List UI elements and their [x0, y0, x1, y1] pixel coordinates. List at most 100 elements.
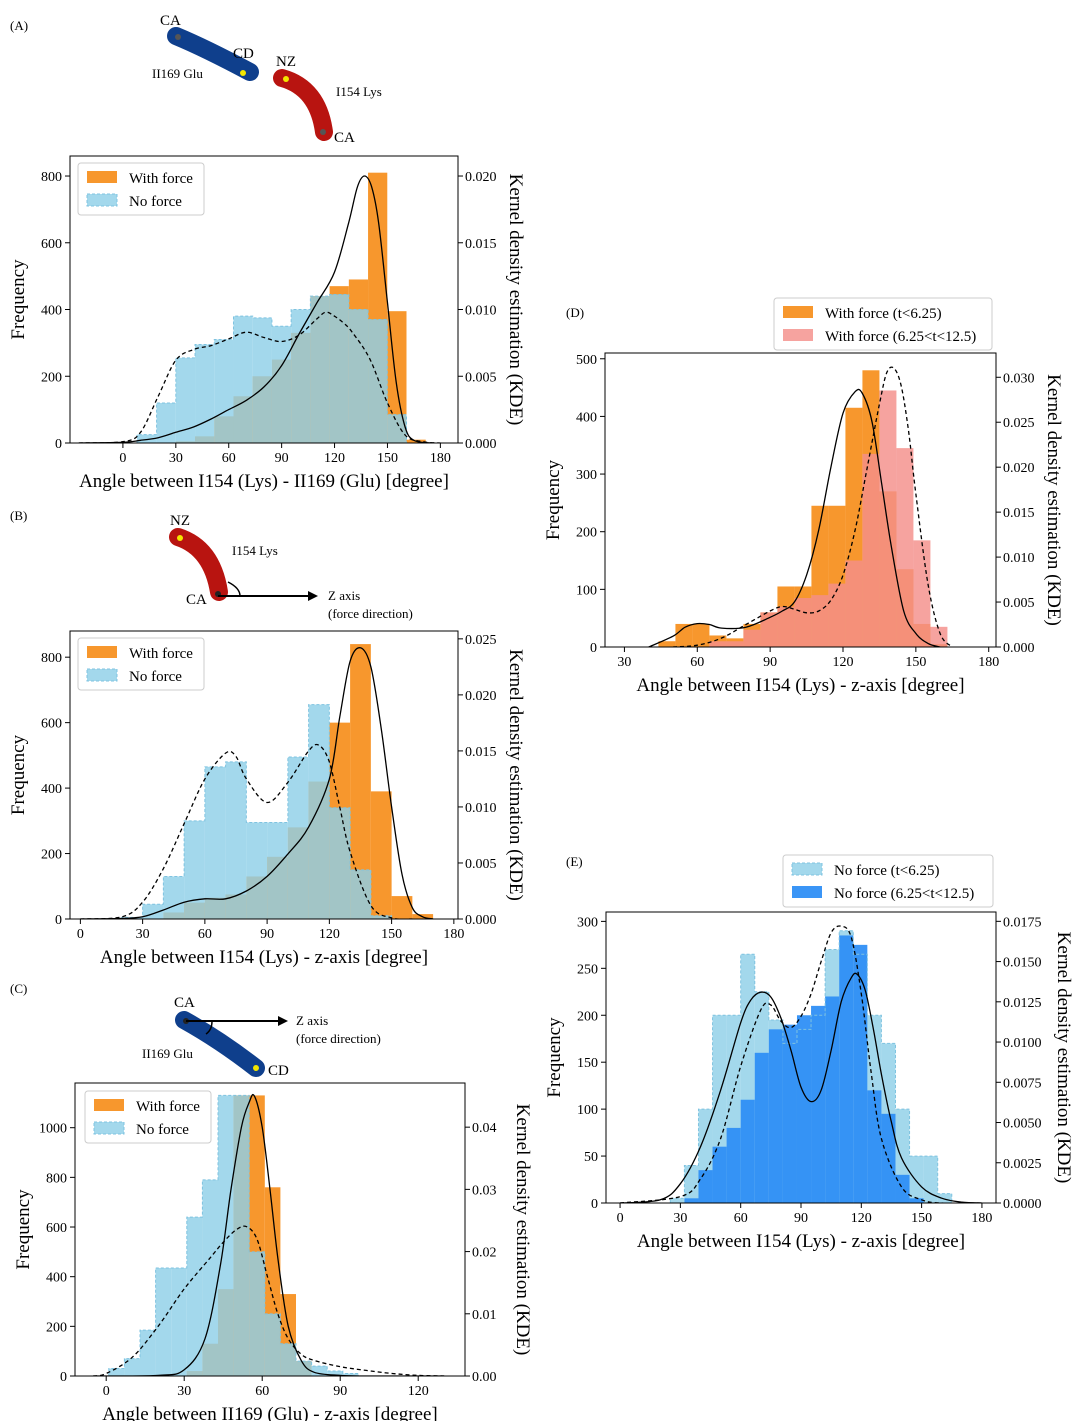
y2-tick-label: 0.005 — [465, 857, 497, 872]
y2-tick-label: 0.00 — [472, 1370, 497, 1385]
plot-area — [80, 644, 434, 919]
bar-no_force-11 — [348, 309, 369, 443]
bar-with_force_late-16 — [930, 626, 948, 647]
bar-no_force-2 — [175, 357, 196, 443]
axes-frame — [604, 352, 997, 648]
y2-tick-label: 0.010 — [1003, 551, 1035, 566]
label-lys-a: I154 Lys — [336, 84, 382, 99]
atom-nz-b — [177, 535, 183, 541]
y2-tick-label: 0.020 — [465, 170, 497, 185]
x-tick-label: 0 — [617, 1211, 624, 1226]
x-axis-label: Angle between II169 (Glu) - z-axis [degr… — [102, 1404, 438, 1421]
kde-line-0 — [620, 972, 982, 1203]
y-tick-label: 250 — [577, 962, 598, 977]
bar-no_force-5 — [225, 761, 247, 919]
y2-tick-label: 0.000 — [465, 913, 497, 928]
legend: With force No force — [77, 637, 205, 691]
molecule-a: CA CD II169 Glu NZ I154 Lys CA — [152, 13, 382, 146]
y-tick-label: 100 — [576, 583, 597, 598]
axes-frame — [74, 1082, 466, 1377]
bar-no_force-1 — [156, 402, 176, 443]
x-tick-label: 120 — [408, 1384, 429, 1399]
label-ca-c: CA — [174, 995, 195, 1011]
y-tick-label: 100 — [577, 1103, 598, 1118]
panel-label-c: (C) — [10, 981, 27, 996]
bar-no_force_late-16 — [895, 1174, 910, 1203]
chart-4: 0 30 60 90 120 150 180 0 50 100 150 200 250 300 0.0000… — [544, 854, 1072, 1252]
lys-residue-a — [273, 69, 333, 141]
y-tick-label: 200 — [577, 1009, 598, 1024]
bar-no_force-12 — [296, 1361, 312, 1376]
y2-tick-label: 0.0025 — [1003, 1157, 1042, 1172]
legend-box — [782, 854, 994, 908]
y2-tick-label: 0.0175 — [1003, 915, 1042, 930]
bar-with_force_late-6 — [760, 612, 778, 647]
y2-tick-label: 0.0075 — [1003, 1076, 1042, 1091]
y-tick-label: 500 — [576, 353, 597, 368]
y2-tick-label: 0.030 — [1003, 371, 1035, 386]
chart-3: 30 60 90 120 150 180 0 100 200 300 400 500 0.000 0.00… — [543, 297, 1064, 696]
bar-no_force_late-9 — [796, 1015, 812, 1203]
angle-arc-c — [205, 1020, 213, 1035]
lys-residue-b — [169, 528, 228, 601]
x-tick-label: 120 — [851, 1211, 872, 1226]
bar-no_force-13 — [387, 414, 407, 443]
y-tick-label: 300 — [576, 468, 597, 483]
y2-tick-label: 0.005 — [465, 370, 497, 385]
y2-tick-label: 0.010 — [465, 801, 497, 816]
label-nz-b: NZ — [170, 513, 190, 529]
bar-no_force-9 — [308, 704, 330, 919]
label-glu-c: II169 Glu — [142, 1046, 193, 1061]
x-tick-label: 0 — [119, 451, 126, 466]
x-axis-label: Angle between I154 (Lys) - II169 (Glu) [… — [79, 471, 449, 492]
atom-ca-a1 — [175, 34, 181, 40]
x-tick-label: 90 — [260, 927, 274, 942]
bar-with_force_late-7 — [777, 606, 795, 647]
legend-label-0: With force (t<6.25) — [825, 306, 942, 322]
bar-no_force-0 — [108, 1368, 125, 1376]
bar-no_force-2 — [140, 1330, 156, 1376]
y2-tick-label: 0.020 — [1003, 461, 1035, 476]
bar-with_force_late-13 — [879, 390, 897, 647]
angle-arc-b — [227, 581, 241, 597]
kde-line-1 — [80, 743, 413, 919]
y-tick-label: 200 — [41, 848, 62, 863]
bar-no_force-11 — [280, 1343, 296, 1376]
hist-outline-no_force — [121, 704, 393, 919]
bar-no_force_late-1 — [684, 1198, 699, 1203]
legend-label-0: With force — [136, 1099, 200, 1115]
x-tick-label: 30 — [617, 655, 631, 670]
y-axis-right-label: Kernel density estimation (KDE) — [505, 649, 526, 901]
y-axis-right-label: Kernel density estimation (KDE) — [505, 174, 526, 426]
x-tick-label: 150 — [911, 1211, 932, 1226]
bar-no_force-4 — [204, 766, 226, 919]
y-tick-label: 50 — [584, 1150, 598, 1165]
x-tick-label: 180 — [443, 927, 464, 942]
bar-no_force_late-17 — [909, 1198, 924, 1203]
bar-no_force_late-6 — [754, 1052, 769, 1203]
bar-with_force_late-8 — [794, 598, 812, 647]
bar-no_force-8 — [233, 1095, 250, 1376]
bar-no_force-4 — [171, 1267, 187, 1376]
kde-line-1 — [93, 1225, 445, 1376]
bar-no_force-10 — [329, 807, 351, 919]
y-tick-label: 200 — [576, 526, 597, 541]
y-axis-right-label: Kernel density estimation (KDE) — [1043, 374, 1064, 626]
plot-area — [648, 366, 953, 647]
charts-layer: 0 30 60 90 120 150 18002004006008000.0000.0050… — [8, 155, 1072, 1421]
y-axis-right-label: Kernel density estimation (KDE) — [1053, 932, 1072, 1184]
legend-label-0: No force (t<6.25) — [834, 863, 940, 879]
bar-with_force-12 — [391, 896, 413, 919]
legend-label-0: With force — [129, 171, 193, 187]
y-axis-label: Frequency — [543, 459, 564, 540]
y2-tick-label: 0.015 — [1003, 506, 1035, 521]
bar-no_force-5 — [186, 1217, 203, 1376]
hist-outline-no_force — [136, 293, 426, 443]
bar-no_force_late-5 — [740, 1099, 755, 1203]
x-tick-label: 60 — [222, 451, 236, 466]
bar-with_force-0 — [658, 641, 676, 647]
panel-label-b: (B) — [10, 508, 27, 523]
bar-no_force-4 — [214, 339, 234, 443]
y-tick-label: 0 — [590, 641, 597, 656]
x-tick-label: 120 — [833, 655, 854, 670]
